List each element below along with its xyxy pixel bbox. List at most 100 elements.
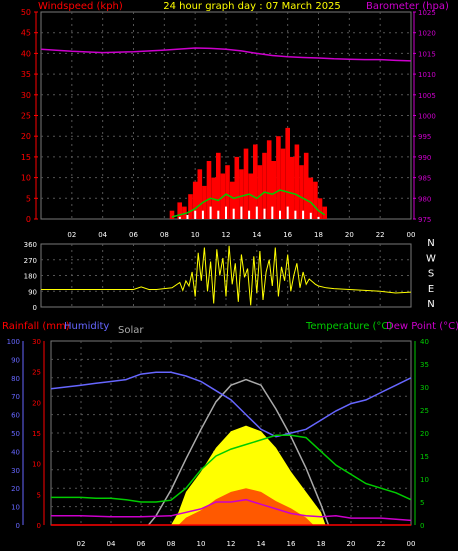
y-tick-label-barometer: 1005: [418, 92, 436, 100]
wind-gust-bar: [308, 177, 314, 219]
wind-gust-bar: [290, 156, 295, 219]
x-tick-label: 08: [160, 231, 169, 239]
y-tick-label-humidity: 90: [11, 356, 20, 364]
wind-speed-bar: [248, 210, 251, 219]
wind-gust-bar: [211, 177, 216, 219]
windspeed-axis-label: Windspeed (kph): [38, 1, 123, 12]
wind-gust-bar: [303, 152, 309, 219]
x-tick-label: 22: [377, 540, 386, 548]
x-tick-label: 22: [376, 231, 385, 239]
wind-gust-bar: [294, 144, 300, 219]
y-tick-label-temperature: 40: [420, 338, 429, 346]
barometer-axis-label: Barometer (hpa): [366, 1, 449, 12]
y-tick-label-barometer: 995: [418, 133, 431, 141]
x-tick-label: 18: [314, 231, 323, 239]
y-tick-label-rainfall: 30: [32, 338, 41, 346]
compass-label: N: [427, 299, 434, 310]
y-tick-label-humidity: 20: [11, 485, 20, 493]
wind-speed-bar: [286, 206, 289, 219]
chart-title: 24 hour graph day : 07 March 2025: [163, 1, 341, 12]
wind-gust-bar: [276, 136, 281, 219]
y-tick-label-direction: 270: [24, 257, 37, 265]
wind-gust-bar: [243, 148, 249, 219]
y-tick-label-humidity: 100: [7, 338, 20, 346]
y-tick-label-barometer: 990: [418, 154, 431, 162]
wind-gust-bar: [239, 169, 244, 219]
wind-gust-bar: [262, 152, 267, 219]
wind-gust-bar: [197, 169, 203, 219]
wind-speed-bar: [309, 212, 312, 219]
wind-gust-bar: [253, 144, 258, 219]
wind-speed-bar: [279, 210, 281, 219]
y-tick-label-windspeed: 25: [21, 112, 31, 121]
wind-gust-bar: [266, 140, 272, 219]
x-tick-label: 10: [191, 231, 200, 239]
y-tick-label-rainfall: 0: [37, 522, 41, 530]
y-tick-label-temperature: 0: [420, 522, 424, 530]
wind-speed-bar: [209, 206, 212, 219]
x-tick-label: 10: [197, 540, 206, 548]
y-tick-label-windspeed: 5: [26, 194, 31, 203]
humidity-axis-label: Humidity: [64, 321, 109, 332]
wind-gust-bar: [248, 173, 253, 219]
wind-speed-bar: [240, 206, 243, 219]
y-tick-label-humidity: 50: [11, 430, 20, 438]
wind-gust-bar: [299, 165, 304, 219]
x-tick-label: 00: [407, 231, 416, 239]
compass-label: N: [427, 238, 434, 249]
y-tick-label-temperature: 25: [420, 407, 429, 415]
wind-direction-line: [41, 245, 412, 306]
y-tick-label-rainfall: 20: [32, 399, 41, 407]
y-tick-label-temperature: 20: [420, 430, 429, 438]
wind-gust-bar: [229, 181, 235, 219]
compass-label: E: [428, 284, 434, 295]
y-tick-label-direction: 180: [24, 273, 37, 281]
x-tick-label: 08: [167, 540, 176, 548]
y-tick-label-rainfall: 5: [37, 491, 41, 499]
wind-gust-bar: [280, 148, 286, 219]
wind-speed-bar: [294, 210, 297, 219]
y-tick-label-barometer: 1000: [418, 113, 436, 121]
wind-speed-bar: [225, 206, 227, 219]
x-tick-label: 12: [227, 540, 236, 548]
y-tick-label-windspeed: 15: [21, 153, 31, 162]
y-tick-label-rainfall: 10: [32, 461, 41, 469]
y-tick-label-barometer: 975: [418, 216, 431, 224]
y-tick-label-temperature: 35: [420, 361, 429, 369]
rainfall-axis-label: Rainfall (mm): [2, 321, 70, 332]
y-tick-label-windspeed: 10: [21, 174, 31, 183]
temperature-line: [51, 434, 412, 503]
y-tick-label-temperature: 15: [420, 453, 429, 461]
y-tick-label-humidity: 10: [11, 504, 20, 512]
y-tick-label-humidity: 40: [11, 448, 20, 456]
wind-gust-bar: [317, 198, 323, 219]
y-tick-label-barometer: 1015: [418, 50, 436, 58]
x-tick-label: 06: [137, 540, 146, 548]
y-tick-label-humidity: 30: [11, 467, 20, 475]
wind-gust-bar: [188, 194, 193, 219]
barometer-line: [40, 47, 412, 62]
y-tick-label-windspeed: 20: [21, 132, 31, 141]
wind-barometer-chart: 24 hour graph day : 07 March 2025 Windsp…: [21, 1, 449, 239]
y-tick-label-windspeed: 0: [26, 215, 31, 224]
humidity-line: [50, 371, 412, 438]
y-tick-label-rainfall: 15: [32, 430, 41, 438]
x-tick-label: 20: [345, 231, 354, 239]
dewpoint-line: [51, 498, 412, 522]
temperature-axis-label: Temperature (°C): [305, 321, 392, 332]
y-tick-label-humidity: 60: [11, 412, 20, 420]
radiation-area: [171, 425, 326, 525]
y-tick-label-humidity: 0: [16, 522, 20, 530]
wind-speed-bar: [201, 210, 204, 219]
temperature-humidity-chart: Rainfall (mm) Humidity Solar Temperature…: [2, 321, 458, 548]
dewpoint-axis-label: Dew Point (°C): [386, 321, 458, 332]
y-tick-label-direction: 360: [24, 241, 37, 249]
x-tick-label: 02: [67, 231, 76, 239]
x-tick-label: 14: [257, 540, 266, 548]
y-tick-label-barometer: 980: [418, 195, 431, 203]
x-tick-label: 02: [77, 540, 86, 548]
x-tick-label: 18: [317, 540, 326, 548]
x-tick-label: 06: [129, 231, 138, 239]
